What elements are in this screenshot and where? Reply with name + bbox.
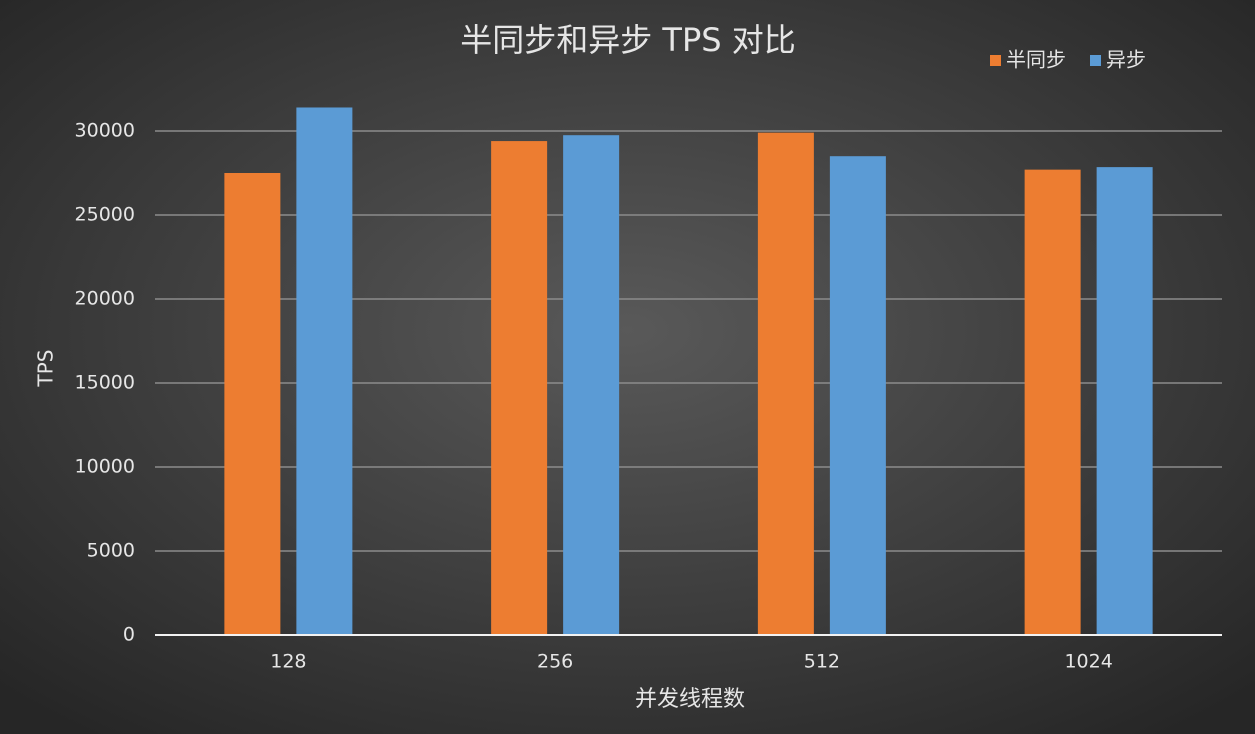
x-tick-label: 1024 [1064, 651, 1112, 673]
y-tick-label: 15000 [75, 372, 135, 394]
bar [491, 141, 548, 635]
bar [224, 173, 281, 635]
legend-label: 半同步 [1006, 48, 1066, 72]
y-axis-label: TPS [34, 350, 58, 388]
bar [1024, 169, 1081, 635]
y-tick-label: 0 [123, 624, 135, 646]
bar [1096, 167, 1153, 635]
bar [563, 135, 620, 635]
y-tick-label: 10000 [75, 456, 135, 478]
legend-label: 异步 [1106, 48, 1146, 72]
y-tick-label: 20000 [75, 288, 135, 310]
bar [829, 156, 886, 635]
bar [296, 107, 353, 636]
x-tick-label: 128 [270, 651, 306, 673]
legend-swatch [990, 55, 1001, 66]
y-tick-label: 25000 [75, 204, 135, 226]
y-tick-label: 5000 [87, 540, 135, 562]
chart-title: 半同步和异步 TPS 对比 [460, 21, 796, 59]
x-tick-label: 256 [537, 651, 573, 673]
x-axis-label: 并发线程数 [635, 687, 745, 712]
bar [757, 132, 814, 635]
legend-swatch [1090, 55, 1101, 66]
x-tick-label: 512 [804, 651, 840, 673]
y-tick-label: 30000 [75, 120, 135, 142]
